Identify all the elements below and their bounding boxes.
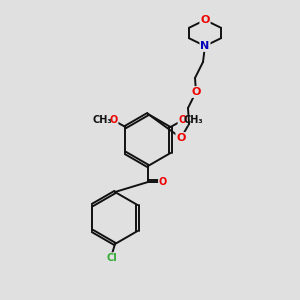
Text: O: O: [191, 87, 201, 97]
Text: O: O: [159, 177, 167, 187]
Text: O: O: [176, 133, 186, 143]
Text: O: O: [178, 115, 187, 125]
Text: O: O: [110, 115, 118, 125]
Text: O: O: [200, 15, 210, 25]
Text: N: N: [200, 41, 210, 51]
Text: CH₃: CH₃: [184, 115, 203, 125]
Text: Cl: Cl: [106, 253, 117, 263]
Text: CH₃: CH₃: [93, 115, 112, 125]
